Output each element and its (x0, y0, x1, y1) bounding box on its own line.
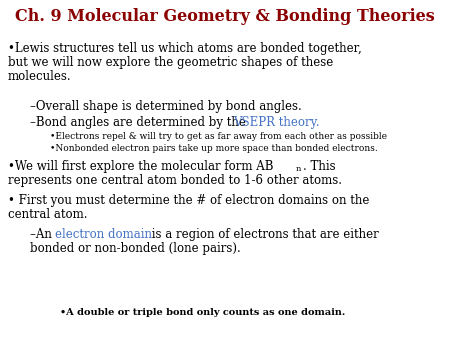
Text: –An: –An (30, 228, 56, 241)
Text: central atom.: central atom. (8, 208, 87, 221)
Text: electron domain: electron domain (55, 228, 152, 241)
Text: •Lewis structures tell us which atoms are bonded together,: •Lewis structures tell us which atoms ar… (8, 42, 362, 55)
Text: is a region of electrons that are either: is a region of electrons that are either (148, 228, 379, 241)
Text: VSEPR theory.: VSEPR theory. (233, 116, 320, 129)
Text: •Electrons repel & will try to get as far away from each other as possible: •Electrons repel & will try to get as fa… (50, 132, 387, 141)
Text: Ch. 9 Molecular Geometry & Bonding Theories: Ch. 9 Molecular Geometry & Bonding Theor… (15, 8, 435, 25)
Text: represents one central atom bonded to 1-6 other atoms.: represents one central atom bonded to 1-… (8, 174, 342, 187)
Text: •We will first explore the molecular form AB: •We will first explore the molecular for… (8, 160, 274, 173)
Text: • First you must determine the # of electron domains on the: • First you must determine the # of elec… (8, 194, 369, 207)
Text: bonded or non-bonded (lone pairs).: bonded or non-bonded (lone pairs). (30, 242, 241, 255)
Text: –Overall shape is determined by bond angles.: –Overall shape is determined by bond ang… (30, 100, 302, 113)
Text: –Bond angles are determined by the: –Bond angles are determined by the (30, 116, 250, 129)
Text: . This: . This (303, 160, 336, 173)
Text: •Nonbonded electron pairs take up more space than bonded electrons.: •Nonbonded electron pairs take up more s… (50, 144, 378, 153)
Text: n: n (296, 165, 302, 173)
Text: •A double or triple bond only counts as one domain.: •A double or triple bond only counts as … (60, 308, 345, 317)
Text: molecules.: molecules. (8, 70, 72, 83)
Text: but we will now explore the geometric shapes of these: but we will now explore the geometric sh… (8, 56, 333, 69)
